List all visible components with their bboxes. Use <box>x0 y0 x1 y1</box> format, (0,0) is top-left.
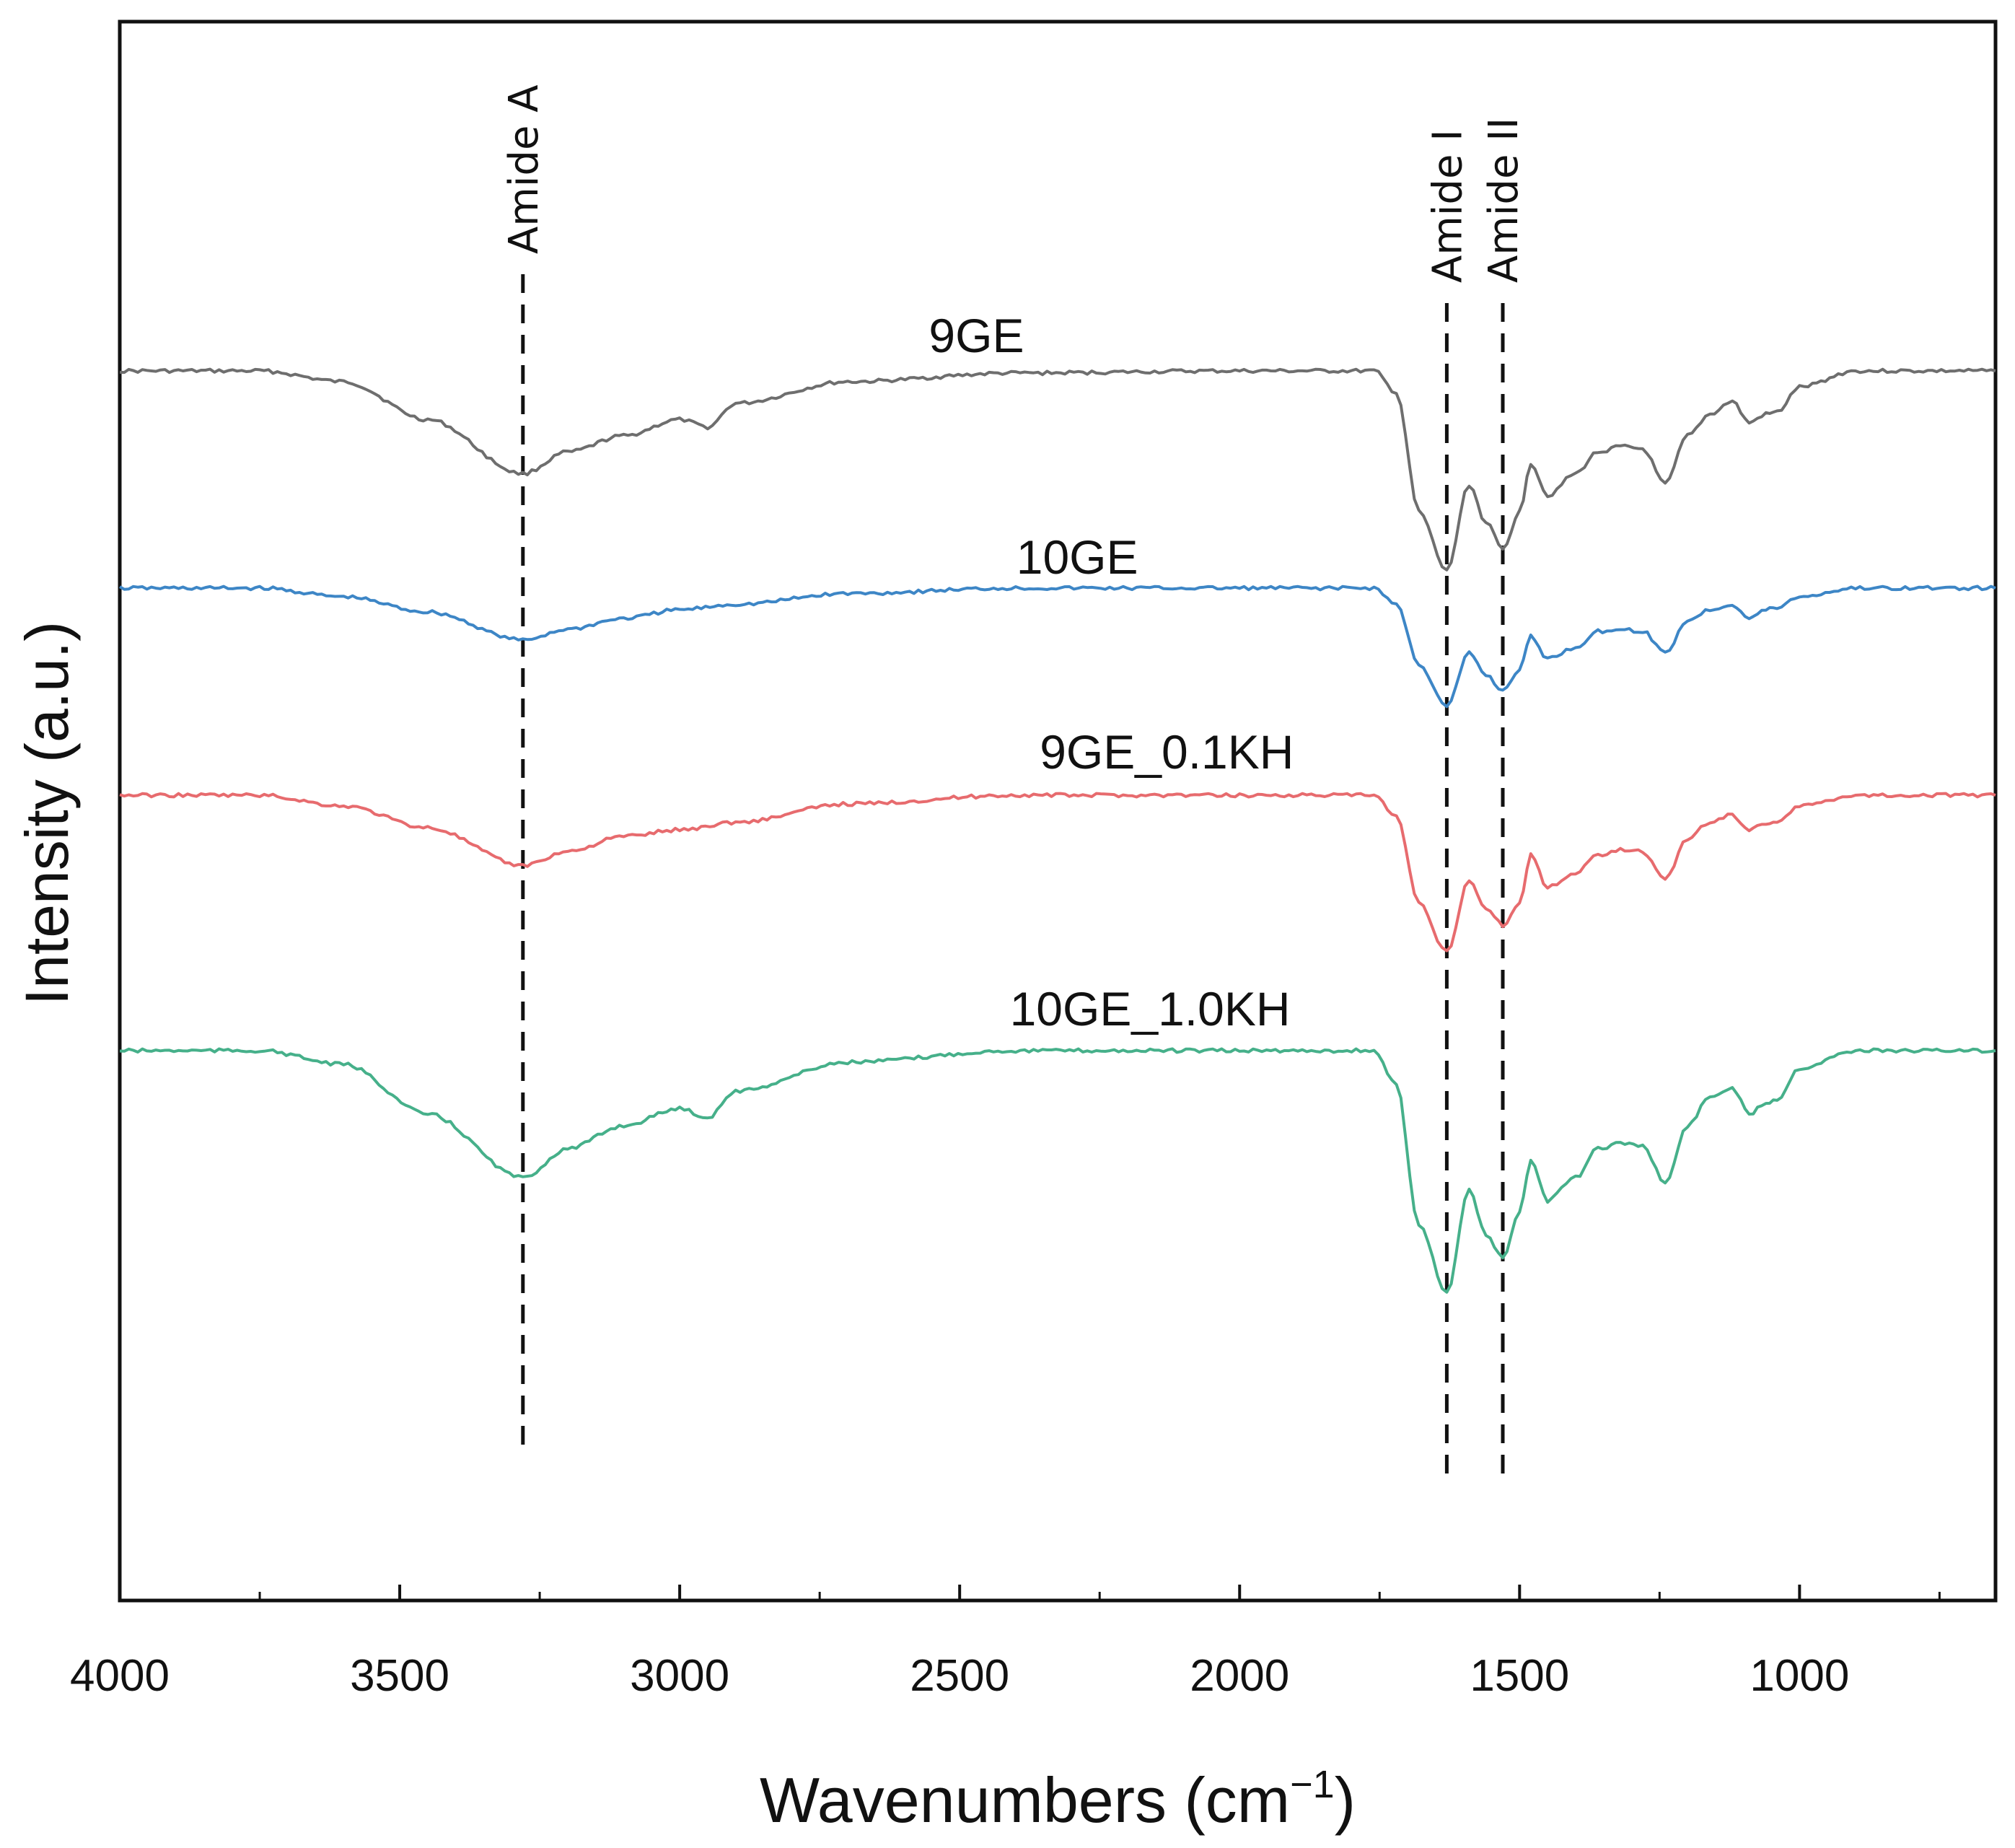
series-line <box>119 792 1996 953</box>
series-line <box>119 584 1996 709</box>
x-axis-tick-labels: 4000 3500 3000 2500 2000 1500 1000 <box>70 1651 1849 1701</box>
x-tick-label: 3500 <box>350 1651 449 1701</box>
series-label: 9GE_0.1KH <box>1040 725 1294 779</box>
series-label: 9GE <box>929 309 1024 362</box>
annotation-label: Amide II <box>1480 118 1527 283</box>
x-tick-label: 4000 <box>70 1651 170 1701</box>
spectra-series: 9GE 10GE 9GE_0.1KH 10GE_1.0KH <box>119 309 1996 1294</box>
annotation-label: Amide A <box>501 84 548 254</box>
series-label: 10GE_1.0KH <box>1010 982 1291 1035</box>
x-axis-title-close: ) <box>1335 1764 1356 1836</box>
series-line <box>119 1047 1996 1294</box>
x-tick-label: 2500 <box>910 1651 1009 1701</box>
x-axis-title-sup: −1 <box>1290 1763 1335 1806</box>
series-line <box>119 367 1996 572</box>
x-axis-ticks <box>118 1585 1941 1600</box>
y-axis-title: Intensity (a.u.) <box>13 621 81 1005</box>
x-axis-title-text: Wavenumbers (cm <box>760 1764 1290 1836</box>
x-tick-label: 1500 <box>1470 1651 1569 1701</box>
series-label: 10GE <box>1017 530 1138 584</box>
x-tick-label: 2000 <box>1190 1651 1289 1701</box>
annotation-label: Amide I <box>1424 129 1471 283</box>
amide-annotations: Amide A Amide I Amide II <box>501 84 1527 1473</box>
x-tick-label: 1000 <box>1750 1651 1849 1701</box>
x-tick-label: 3000 <box>630 1651 729 1701</box>
plot-frame <box>118 19 1998 1603</box>
x-axis-title: Wavenumbers (cm−1) <box>760 1763 1356 1836</box>
